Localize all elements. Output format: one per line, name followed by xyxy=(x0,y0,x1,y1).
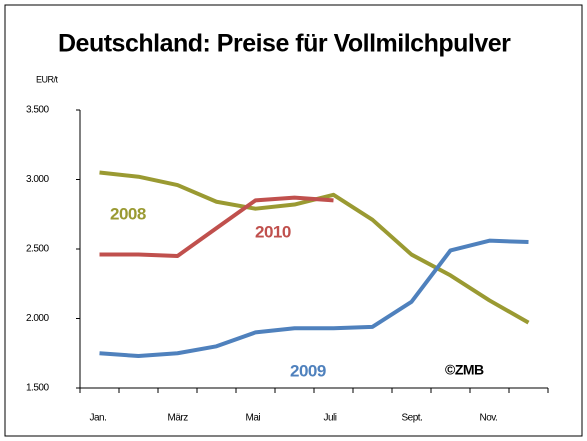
series-label: 2010 xyxy=(255,222,291,241)
x-tick-label: Sept. xyxy=(402,413,423,424)
x-tick-label: März xyxy=(168,413,189,424)
y-tick-label: 1.500 xyxy=(26,383,49,394)
chart-title: Deutschland: Preise für Vollmilchpulver xyxy=(58,30,511,58)
series-label: 2008 xyxy=(110,204,146,223)
annotation: ©ZMB xyxy=(445,362,484,378)
series-label: 2009 xyxy=(290,361,326,380)
y-tick-label: 2.000 xyxy=(26,313,49,324)
x-tick-label: Nov. xyxy=(480,413,498,424)
x-tick-label: Mai xyxy=(246,413,261,424)
y-tick-label: 3.000 xyxy=(26,174,49,185)
series-line xyxy=(99,238,529,359)
y-tick-label: 3.500 xyxy=(26,105,49,116)
x-tick-label: Jan. xyxy=(90,413,107,424)
y-axis-label: EUR/t xyxy=(36,74,59,84)
x-tick-label: Juli xyxy=(324,413,337,424)
series-line xyxy=(99,195,334,258)
y-tick-label: 2.500 xyxy=(26,244,49,255)
frame xyxy=(4,4,583,437)
